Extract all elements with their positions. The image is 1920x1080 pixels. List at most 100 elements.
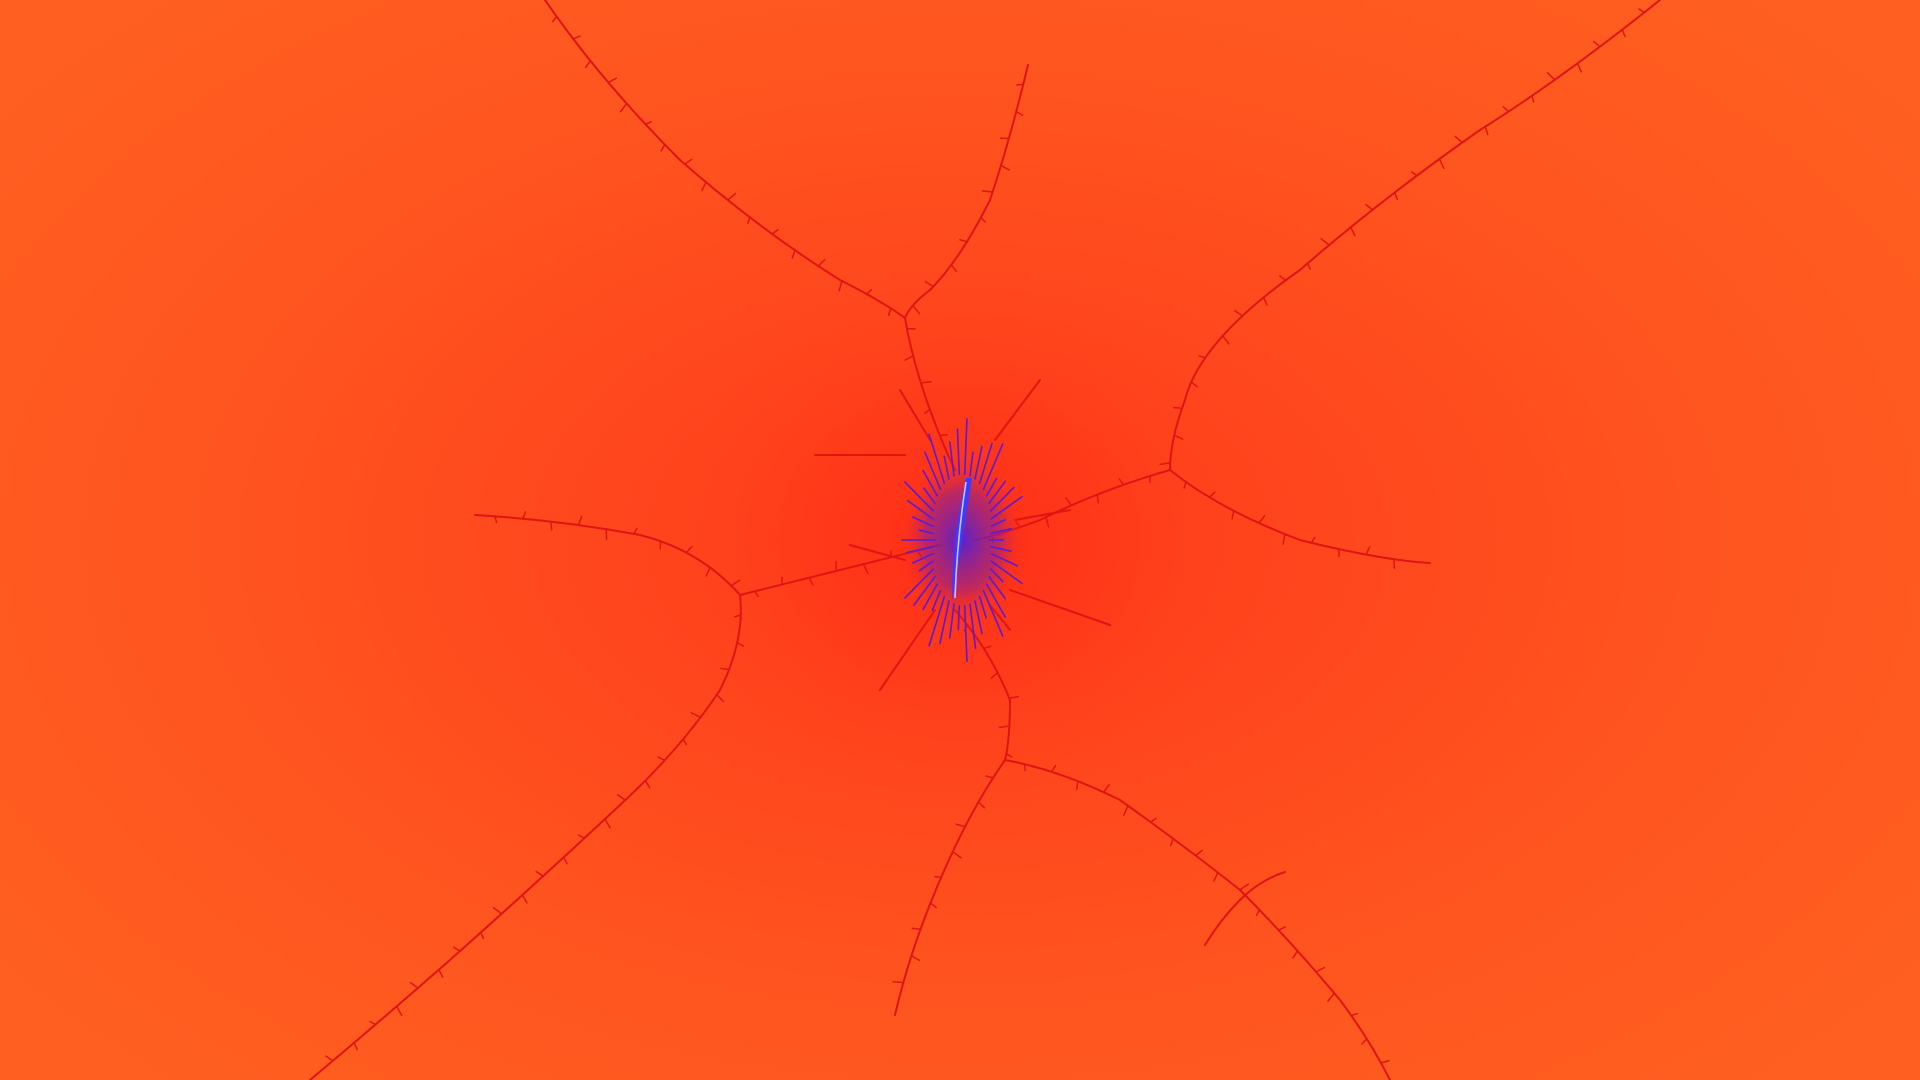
filament-tick — [982, 645, 992, 650]
core-spike — [906, 545, 935, 554]
core-spike — [969, 603, 977, 650]
filament-tick — [480, 931, 485, 940]
filament-tick — [438, 968, 444, 978]
filament-tick — [644, 779, 651, 789]
filament-tick — [1123, 804, 1129, 816]
filament-arm-7 — [894, 609, 1011, 1016]
core-tendril — [899, 389, 931, 441]
core-spike — [989, 527, 1012, 535]
filament-tick — [1183, 481, 1187, 489]
filament-tick — [817, 258, 826, 267]
filament-tick — [705, 566, 711, 577]
core-spike — [922, 583, 939, 611]
filament-tick — [1169, 837, 1174, 847]
filament-tick — [1438, 158, 1445, 169]
core-spike — [990, 519, 1006, 528]
core-spikes — [900, 418, 1023, 662]
filament-tick — [912, 304, 921, 315]
filament-tick — [1000, 164, 1010, 171]
core-spike — [911, 516, 934, 528]
filament-tick — [892, 981, 905, 984]
filament-tick — [1096, 493, 1100, 504]
filament-tick — [985, 775, 994, 779]
filament-tick — [1023, 763, 1026, 772]
core-spike — [924, 451, 942, 491]
core-spike — [918, 560, 934, 572]
filament-tick — [619, 102, 628, 113]
filament-tick — [633, 527, 638, 535]
filament-tick — [1307, 262, 1311, 270]
core-spike — [931, 589, 942, 612]
filament-tick — [1173, 406, 1183, 410]
filament-tick — [1592, 40, 1601, 48]
filament-tick — [325, 1055, 334, 1062]
filament-tick — [682, 738, 688, 746]
filament-tick — [1546, 72, 1556, 81]
core-spike — [907, 500, 934, 520]
core-highlight — [954, 481, 967, 599]
filament-tick — [736, 641, 745, 647]
filament-tick — [453, 946, 461, 952]
filament-ticks — [325, 8, 1646, 1064]
filament-tick — [1194, 849, 1203, 857]
core-spike — [956, 428, 961, 476]
core-spike — [990, 552, 1019, 567]
filament-tick — [1149, 817, 1157, 823]
core-spike — [990, 495, 1023, 520]
core-spike — [928, 433, 946, 485]
filament-tick — [1008, 695, 1020, 699]
filament-tick — [521, 894, 528, 904]
filament-tick — [578, 834, 586, 839]
filament-tick — [572, 35, 581, 40]
filament-tick — [1277, 926, 1286, 931]
filament-tick — [1531, 95, 1535, 103]
core-spike — [974, 600, 983, 635]
filament-tick — [395, 1005, 403, 1017]
filament-tick — [887, 307, 892, 317]
filament-tick — [409, 981, 419, 989]
filament-tick — [1015, 110, 1024, 117]
filament-tick — [1255, 909, 1261, 917]
filament-tick — [727, 192, 737, 201]
filament-tick — [838, 280, 843, 292]
filament-tick — [733, 614, 742, 618]
filament-arm-4 — [1169, 469, 1431, 564]
filament-tick — [1198, 355, 1207, 359]
filament-tick — [1327, 992, 1336, 1002]
filament-tick — [1258, 514, 1266, 524]
filament-tick — [684, 158, 693, 165]
filament-tick — [1173, 434, 1184, 440]
filament-tick — [1239, 883, 1250, 891]
core-spike — [948, 441, 955, 477]
filament-tick — [660, 143, 666, 152]
core-spike — [985, 583, 1006, 618]
filament-tick — [1262, 296, 1268, 306]
core-spike — [989, 486, 1015, 512]
filament-tick — [1638, 8, 1646, 14]
core-spike — [985, 477, 998, 497]
core-tendril — [849, 544, 906, 561]
filament-tick — [1234, 309, 1244, 317]
filament-tick — [644, 120, 653, 126]
core-spike — [988, 575, 1006, 600]
core-spike — [939, 600, 950, 645]
core-spike — [957, 604, 961, 631]
filament-tick — [1045, 516, 1050, 528]
filament-tick — [1502, 106, 1510, 113]
filament-tick — [604, 818, 611, 829]
filament-tick — [977, 801, 986, 809]
core-spike — [922, 487, 936, 505]
filament-tick — [990, 671, 999, 679]
filament-tick — [1292, 950, 1299, 959]
filament-tick — [616, 794, 627, 801]
filament-tick — [1231, 510, 1235, 520]
filament-tick — [552, 15, 558, 23]
filament-tick — [951, 850, 962, 859]
filament-tick — [1159, 462, 1171, 466]
filament-tick — [577, 515, 583, 526]
core-spike — [918, 529, 935, 535]
filament-tick — [1310, 536, 1316, 544]
filament-arm-2 — [904, 64, 1029, 319]
